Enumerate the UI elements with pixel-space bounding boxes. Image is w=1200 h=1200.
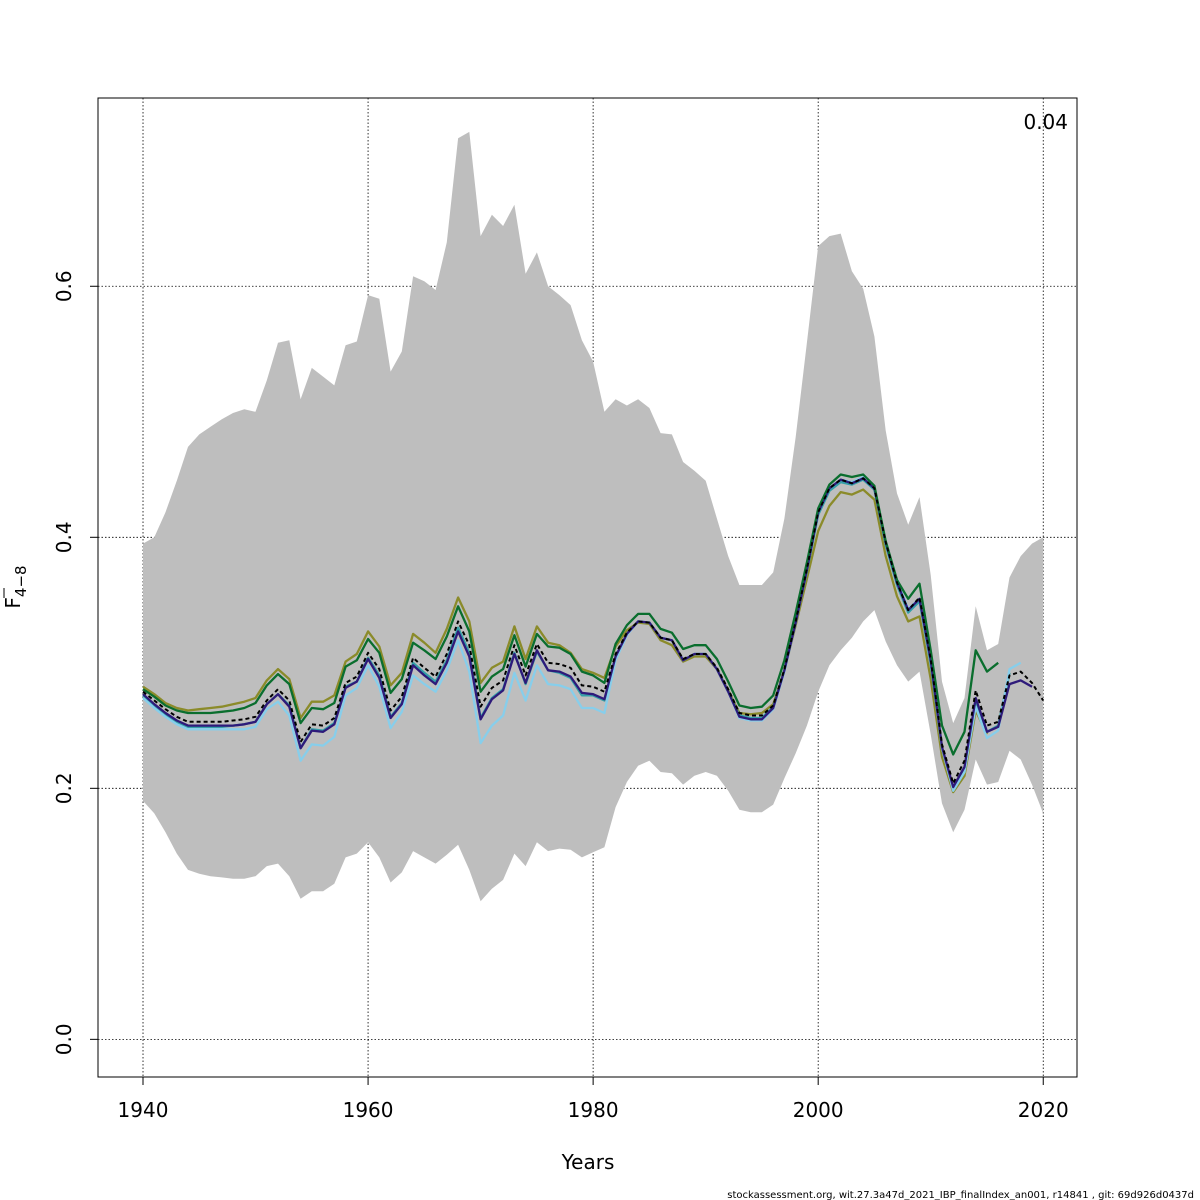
footer-credit: stockassessment.org, wit.27.3a47d_2021_I… — [727, 1190, 1194, 1200]
x-tick-label: 2000 — [793, 1098, 844, 1122]
x-axis-title: Years — [561, 1150, 615, 1174]
axes: 1940 1960 1980 2000 2020 0.0 0.2 0.4 0.6 — [52, 270, 1069, 1122]
plot-frame — [97, 97, 1078, 1078]
y-tick-label: 0.6 — [52, 270, 76, 302]
x-tick-label: 1940 — [118, 1098, 169, 1122]
x-tick-label: 1960 — [343, 1098, 394, 1122]
confidence-band-area — [143, 131, 1044, 902]
x-tick-label: 1980 — [568, 1098, 619, 1122]
y-tick-label: 0.4 — [52, 521, 76, 553]
y-tick-label: 0.2 — [52, 772, 76, 804]
y-axis-title: F4−8 — [1, 565, 30, 608]
svg-text:F4−8: F4−8 — [1, 565, 30, 608]
series-line-1 — [142, 488, 989, 794]
series-lines — [142, 473, 1045, 794]
y-axis-title-main: F — [1, 597, 25, 609]
x-tick-label: 2020 — [1018, 1098, 1069, 1122]
series-line-5 — [142, 473, 999, 756]
confidence-band — [143, 131, 1044, 902]
series-line-6 — [142, 477, 1045, 785]
corner-annotation: 0.04 — [1023, 110, 1068, 134]
y-tick-label: 0.0 — [52, 1023, 76, 1055]
y-axis-title-subscript: 4−8 — [12, 565, 30, 597]
